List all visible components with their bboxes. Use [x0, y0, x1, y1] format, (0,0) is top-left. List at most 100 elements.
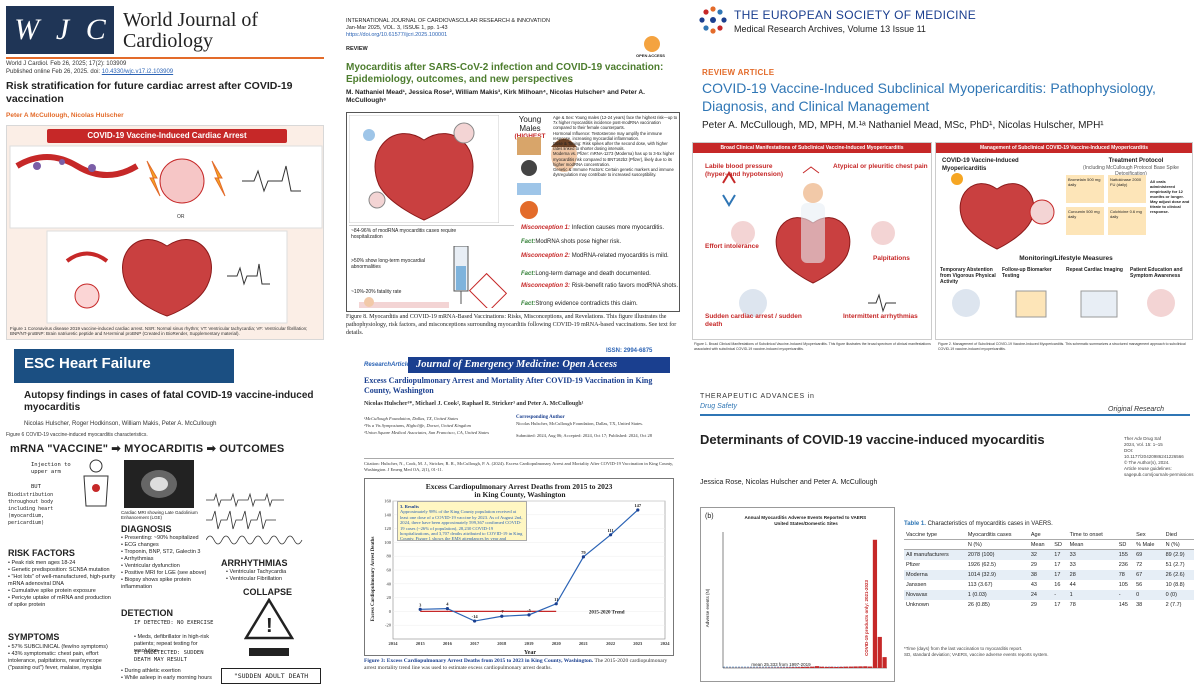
table-cell: Pfizer: [906, 562, 921, 568]
article-title: Risk stratification for future cardiac a…: [6, 80, 293, 105]
risk-icons-column: [517, 137, 541, 219]
trend-label: 2015-2020 Trend: [589, 610, 625, 615]
data-label: 79: [581, 550, 586, 555]
y-tick-label: -20: [385, 623, 392, 628]
data-point: [445, 607, 449, 611]
bar: [834, 666, 839, 668]
column-header: Myocarditis cases: [965, 530, 1029, 540]
figure-header-bar: Management of Subclinical COVID-19 Vacci…: [936, 143, 1192, 153]
injection-text: Injection to upper arm: [31, 462, 71, 475]
bar: [848, 666, 853, 668]
vaers-chart: (b) Annual Myocarditis Adverse Events Re…: [700, 507, 895, 682]
management-figure: Management of Subclinical COVID-19 Vacci…: [935, 142, 1193, 340]
bar: [800, 666, 805, 668]
figure-caption: Figure 6 COVID-19 vaccine-induced myocar…: [6, 432, 148, 438]
undetected-text: IF UNDETECTED: SUDDEN DEATH MAY RESULT: [134, 650, 204, 663]
article-meta: Ther Adv Drug Saf 2024, Vol. 15: 1–15 DO…: [1124, 436, 1194, 477]
header-rule: [700, 414, 1190, 416]
figure-banner: COVID-19 Vaccine-Induced Cardiac Arrest: [47, 129, 287, 143]
review-article-label: REVIEW ARTICLE: [702, 68, 775, 77]
data-point: [581, 555, 585, 559]
detection-heading: DETECTION: [121, 608, 174, 618]
human-figure-icon: [83, 459, 109, 507]
fact-3: Fact:Strong evidence contradicts this cl…: [521, 301, 638, 307]
monitoring-icons: [952, 289, 1175, 318]
table-cell: 26 (2.6): [1163, 570, 1194, 580]
x-tick-label: 2019: [525, 641, 535, 646]
column-subheader: % Male: [1134, 539, 1164, 550]
mean-label: mean 25.333 from 1997-2019: [751, 662, 811, 667]
table-cell: 78: [1116, 570, 1135, 580]
table-cell: 89 (2.9): [1163, 549, 1194, 560]
svg-text:!: !: [266, 615, 273, 637]
y-tick-label: 140: [384, 512, 392, 517]
review-label: REVIEW: [346, 46, 368, 52]
sads-box: "SUDDEN ADULT DEATH SYNDROME": [221, 668, 321, 684]
y-tick-label: 120: [384, 526, 392, 531]
bar: [805, 666, 810, 668]
column-subheader: SD: [1052, 539, 1068, 550]
table-cell: 38: [1136, 602, 1143, 608]
table-cell: 67: [1134, 570, 1164, 580]
dosing-note: All orals administered empirically for 1…: [1150, 179, 1190, 214]
esm-article-panel: THE EUROPEAN SOCIETY OF MEDICINE Medical…: [688, 0, 1200, 390]
table-cell: 16: [1054, 582, 1061, 588]
column-subheader: SD: [1116, 539, 1135, 550]
ijcri-article-panel: INTERNATIONAL JOURNAL OF CARDIOVASCULAR …: [338, 0, 688, 345]
doi-link[interactable]: 10.4330/wjc.v17.i2.103909: [101, 69, 174, 75]
table-cell: 0: [1134, 590, 1164, 600]
bar: [882, 657, 887, 668]
data-label: -7: [500, 609, 504, 614]
doi-link[interactable]: https://doi.org/10.61577/ijcri.2025.1000…: [346, 32, 448, 38]
bar-marks: [723, 539, 887, 668]
journal-subtitle: Drug Safety: [700, 403, 737, 410]
y-axis-label: Excess Cardiopulmonary Arrest Deaths: [371, 537, 376, 622]
monitoring-biomarker: Follow-up Biomarker Testing: [1002, 267, 1052, 279]
header-rule: [6, 57, 324, 59]
table-cell: All manufacturers: [904, 549, 966, 560]
y-tick-label: 20: [387, 595, 392, 600]
bar: [877, 636, 882, 668]
manifestation-chest-pain: Atypical or pleuritic chest pain: [833, 163, 928, 170]
ecg-strips-icon: [206, 492, 303, 545]
x-tick-label: 2016: [443, 641, 453, 646]
table-cell: 236: [1118, 562, 1128, 568]
y-tick-label: 100: [384, 540, 392, 545]
table-cell: 69: [1134, 549, 1164, 560]
detected-text: IF DETECTED: NO EXERCISE: [134, 620, 214, 626]
column-header: Time to onset: [1067, 530, 1117, 540]
table-cell: 43: [1030, 582, 1037, 588]
chart-title-line2: United States/Domestic Sites: [774, 521, 838, 526]
data-point: [636, 508, 640, 512]
monitoring-imaging: Repeat Cardiac Imaging: [1066, 267, 1123, 273]
x-tick-label: 2023: [633, 641, 643, 646]
data-point: [473, 619, 477, 623]
fatality-stat: ~10%-20% fatality rate: [351, 289, 402, 295]
article-title: Autopsy findings in cases of fatal COVID…: [24, 390, 314, 413]
manifestation-effort-intolerance: Effort intolerance: [705, 243, 759, 250]
misconception-3: Misconception 3: Risk-benefit ratio favo…: [521, 283, 679, 289]
table-cell: 56: [1136, 582, 1143, 588]
table-cell: 2 (7.7): [1165, 602, 1182, 608]
abnormalities-stat: >50% show long-term myocardial abnormali…: [351, 258, 426, 270]
article-authors: Nicolas Hulscher, Roger Hodkinson, Willi…: [24, 421, 217, 427]
drug-safety-panel: THERAPEUTIC ADVANCES in Drug Safety Orig…: [688, 390, 1200, 689]
table-cell: -: [1052, 590, 1068, 600]
article-authors: Peter A McCullough, Nicolas Hulscher: [6, 112, 124, 119]
article-title: Excess Cardiopulmonary Arrest and Mortal…: [364, 376, 653, 395]
article-authors: Peter A. McCullough, MD, MPH, M.¹ᵃ Natha…: [702, 120, 1104, 131]
outcomes-section: ~84-96% of modRNA myocarditis cases requ…: [349, 225, 514, 310]
table-header-row: Vaccine type Myocarditis cases Age Time to …: [904, 530, 1194, 540]
table-subheader-row: N (%) Mean SD Mean SD% Male N (%): [904, 539, 1194, 550]
manifestation-blood-pressure: Labile blood pressure (hyper- and hypote…: [705, 163, 783, 178]
myopericarditis-heading: COVID-19 Vaccine-Induced Myopericarditis: [942, 158, 1019, 172]
collapse-heading: COLLAPSE: [243, 587, 293, 597]
axes: [722, 532, 887, 669]
table-cell: Novavax: [904, 590, 966, 600]
archive-volume: Medical Research Archives, Volume 13 Iss…: [734, 24, 926, 34]
table-cell: Moderna: [904, 570, 966, 580]
myocarditis-infographic: mRNA "VACCINE" ➡ MYOCARDITIS ➡ OUTCOMES …: [6, 440, 324, 686]
bar: [814, 666, 820, 668]
manifestation-sudden-death: Sudden cardiac arrest / sudden death: [705, 313, 802, 328]
table-cell: 10 (8.8): [1165, 582, 1185, 588]
